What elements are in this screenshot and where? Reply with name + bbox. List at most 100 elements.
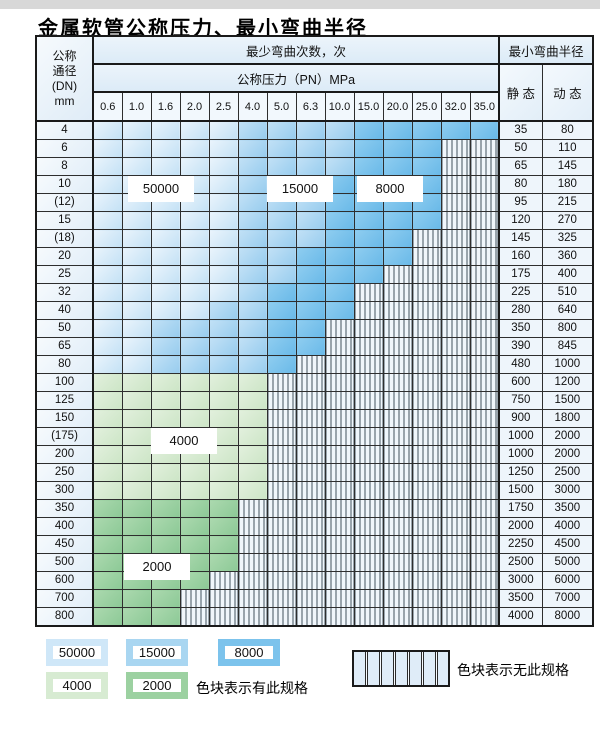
pressure-column-header: 32.0 xyxy=(440,91,471,122)
spec-cell-none xyxy=(440,193,471,212)
spec-cell-none xyxy=(382,427,413,446)
dn-value-cell: 65 xyxy=(35,337,94,356)
table-row: (18) 145 325 xyxy=(35,229,594,248)
table-row: 300 1500 3000 xyxy=(35,481,594,500)
spec-cell-50000 xyxy=(208,247,239,266)
dn-value-cell: 20 xyxy=(35,247,94,266)
dynamic-radius-cell: 3000 xyxy=(541,481,594,500)
spec-cell-none xyxy=(353,373,384,392)
spec-cell-50000 xyxy=(179,139,210,158)
spec-cell-50000 xyxy=(208,193,239,212)
spec-cell-none xyxy=(469,445,500,464)
spec-cell-none xyxy=(411,517,442,536)
spec-cell-none xyxy=(295,499,326,518)
spec-cell-4000 xyxy=(208,373,239,392)
dynamic-radius-cell: 2000 xyxy=(541,427,594,446)
spec-cell-none xyxy=(469,409,500,428)
pressure-column-header: 6.3 xyxy=(295,91,326,122)
spec-cell-none xyxy=(411,319,442,338)
spec-cell-15000 xyxy=(208,355,239,374)
spec-cell-none xyxy=(324,355,355,374)
spec-cell-8000 xyxy=(469,120,500,140)
spec-cell-none xyxy=(353,409,384,428)
spec-cell-2000 xyxy=(92,517,123,536)
spec-cell-15000 xyxy=(150,337,181,356)
spec-cell-none xyxy=(440,157,471,176)
spec-cell-none xyxy=(382,409,413,428)
spec-cell-8000 xyxy=(353,211,384,230)
spec-cell-2000 xyxy=(179,535,210,554)
static-radius-cell: 2250 xyxy=(498,535,543,554)
table-row: 8 65 145 xyxy=(35,157,594,176)
legend-hatch-swatch xyxy=(352,650,450,687)
spec-cell-none xyxy=(324,589,355,608)
spec-cell-50000 xyxy=(208,211,239,230)
zone-label-50000: 50000 xyxy=(128,176,194,202)
legend-label: 2000 xyxy=(142,678,172,693)
spec-cell-4000 xyxy=(92,409,123,428)
spec-cell-2000 xyxy=(179,517,210,536)
spec-cell-15000 xyxy=(150,319,181,338)
spec-cell-none xyxy=(179,589,210,608)
spec-cell-15000 xyxy=(295,120,326,140)
static-radius-cell: 480 xyxy=(498,355,543,374)
table-row: 200 1000 2000 xyxy=(35,445,594,464)
spec-cell-50000 xyxy=(179,120,210,140)
spec-cell-none xyxy=(382,301,413,320)
spec-cell-none xyxy=(440,571,471,590)
spec-cell-8000 xyxy=(382,139,413,158)
spec-cell-50000 xyxy=(150,139,181,158)
table-row: 25 175 400 xyxy=(35,265,594,284)
spec-cell-15000 xyxy=(208,319,239,338)
spec-cell-none xyxy=(469,517,500,536)
dynamic-radius-cell: 5000 xyxy=(541,553,594,572)
static-radius-cell: 120 xyxy=(498,211,543,230)
spec-cell-none xyxy=(411,229,442,248)
spec-cell-4000 xyxy=(92,463,123,482)
spec-cell-50000 xyxy=(121,157,152,176)
dn-value-cell: (175) xyxy=(35,427,94,446)
dynamic-radius-cell: 6000 xyxy=(541,571,594,590)
spec-cell-none xyxy=(295,427,326,446)
spec-cell-none xyxy=(208,607,239,627)
spec-cell-none xyxy=(469,571,500,590)
dynamic-radius-cell: 2500 xyxy=(541,463,594,482)
spec-cell-50000 xyxy=(92,157,123,176)
dynamic-radius-cell: 145 xyxy=(541,157,594,176)
static-radius-cell: 1250 xyxy=(498,463,543,482)
dynamic-radius-cell: 1500 xyxy=(541,391,594,410)
table-row: 50 350 800 xyxy=(35,319,594,338)
static-radius-cell: 390 xyxy=(498,337,543,356)
static-radius-cell: 280 xyxy=(498,301,543,320)
dynamic-radius-cell: 270 xyxy=(541,211,594,230)
spec-cell-none xyxy=(266,373,297,392)
spec-cell-15000 xyxy=(266,211,297,230)
legend: 50000 15000 8000 4000 2000 色块表示有此规格 色块表示… xyxy=(0,635,600,740)
spec-cell-none xyxy=(324,499,355,518)
spec-cell-none xyxy=(324,607,355,627)
bend-times-header: 最少弯曲次数，次 xyxy=(92,35,500,65)
spec-cell-none xyxy=(382,319,413,338)
static-radius-cell: 1750 xyxy=(498,499,543,518)
spec-cell-none xyxy=(382,337,413,356)
spec-cell-8000 xyxy=(353,265,384,284)
spec-cell-none xyxy=(411,247,442,266)
dynamic-radius-cell: 1000 xyxy=(541,355,594,374)
spec-cell-8000 xyxy=(382,247,413,266)
spec-cell-4000 xyxy=(237,463,268,482)
table-row: 125 750 1500 xyxy=(35,391,594,410)
spec-cell-15000 xyxy=(237,301,268,320)
static-radius-cell: 65 xyxy=(498,157,543,176)
spec-cell-none xyxy=(266,517,297,536)
spec-cell-50000 xyxy=(92,120,123,140)
dn-value-cell: 250 xyxy=(35,463,94,482)
spec-cell-8000 xyxy=(382,120,413,140)
dn-value-cell: 200 xyxy=(35,445,94,464)
spec-cell-none xyxy=(469,499,500,518)
spec-cell-none xyxy=(469,157,500,176)
dn-column-header: 公称 通径 (DN) mm xyxy=(35,35,94,122)
spec-cell-none xyxy=(411,427,442,446)
dynamic-radius-cell: 8000 xyxy=(541,607,594,627)
dynamic-radius-cell: 400 xyxy=(541,265,594,284)
dynamic-radius-cell: 215 xyxy=(541,193,594,212)
